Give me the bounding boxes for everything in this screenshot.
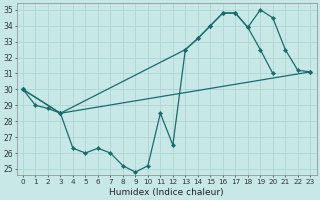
- X-axis label: Humidex (Indice chaleur): Humidex (Indice chaleur): [109, 188, 224, 197]
